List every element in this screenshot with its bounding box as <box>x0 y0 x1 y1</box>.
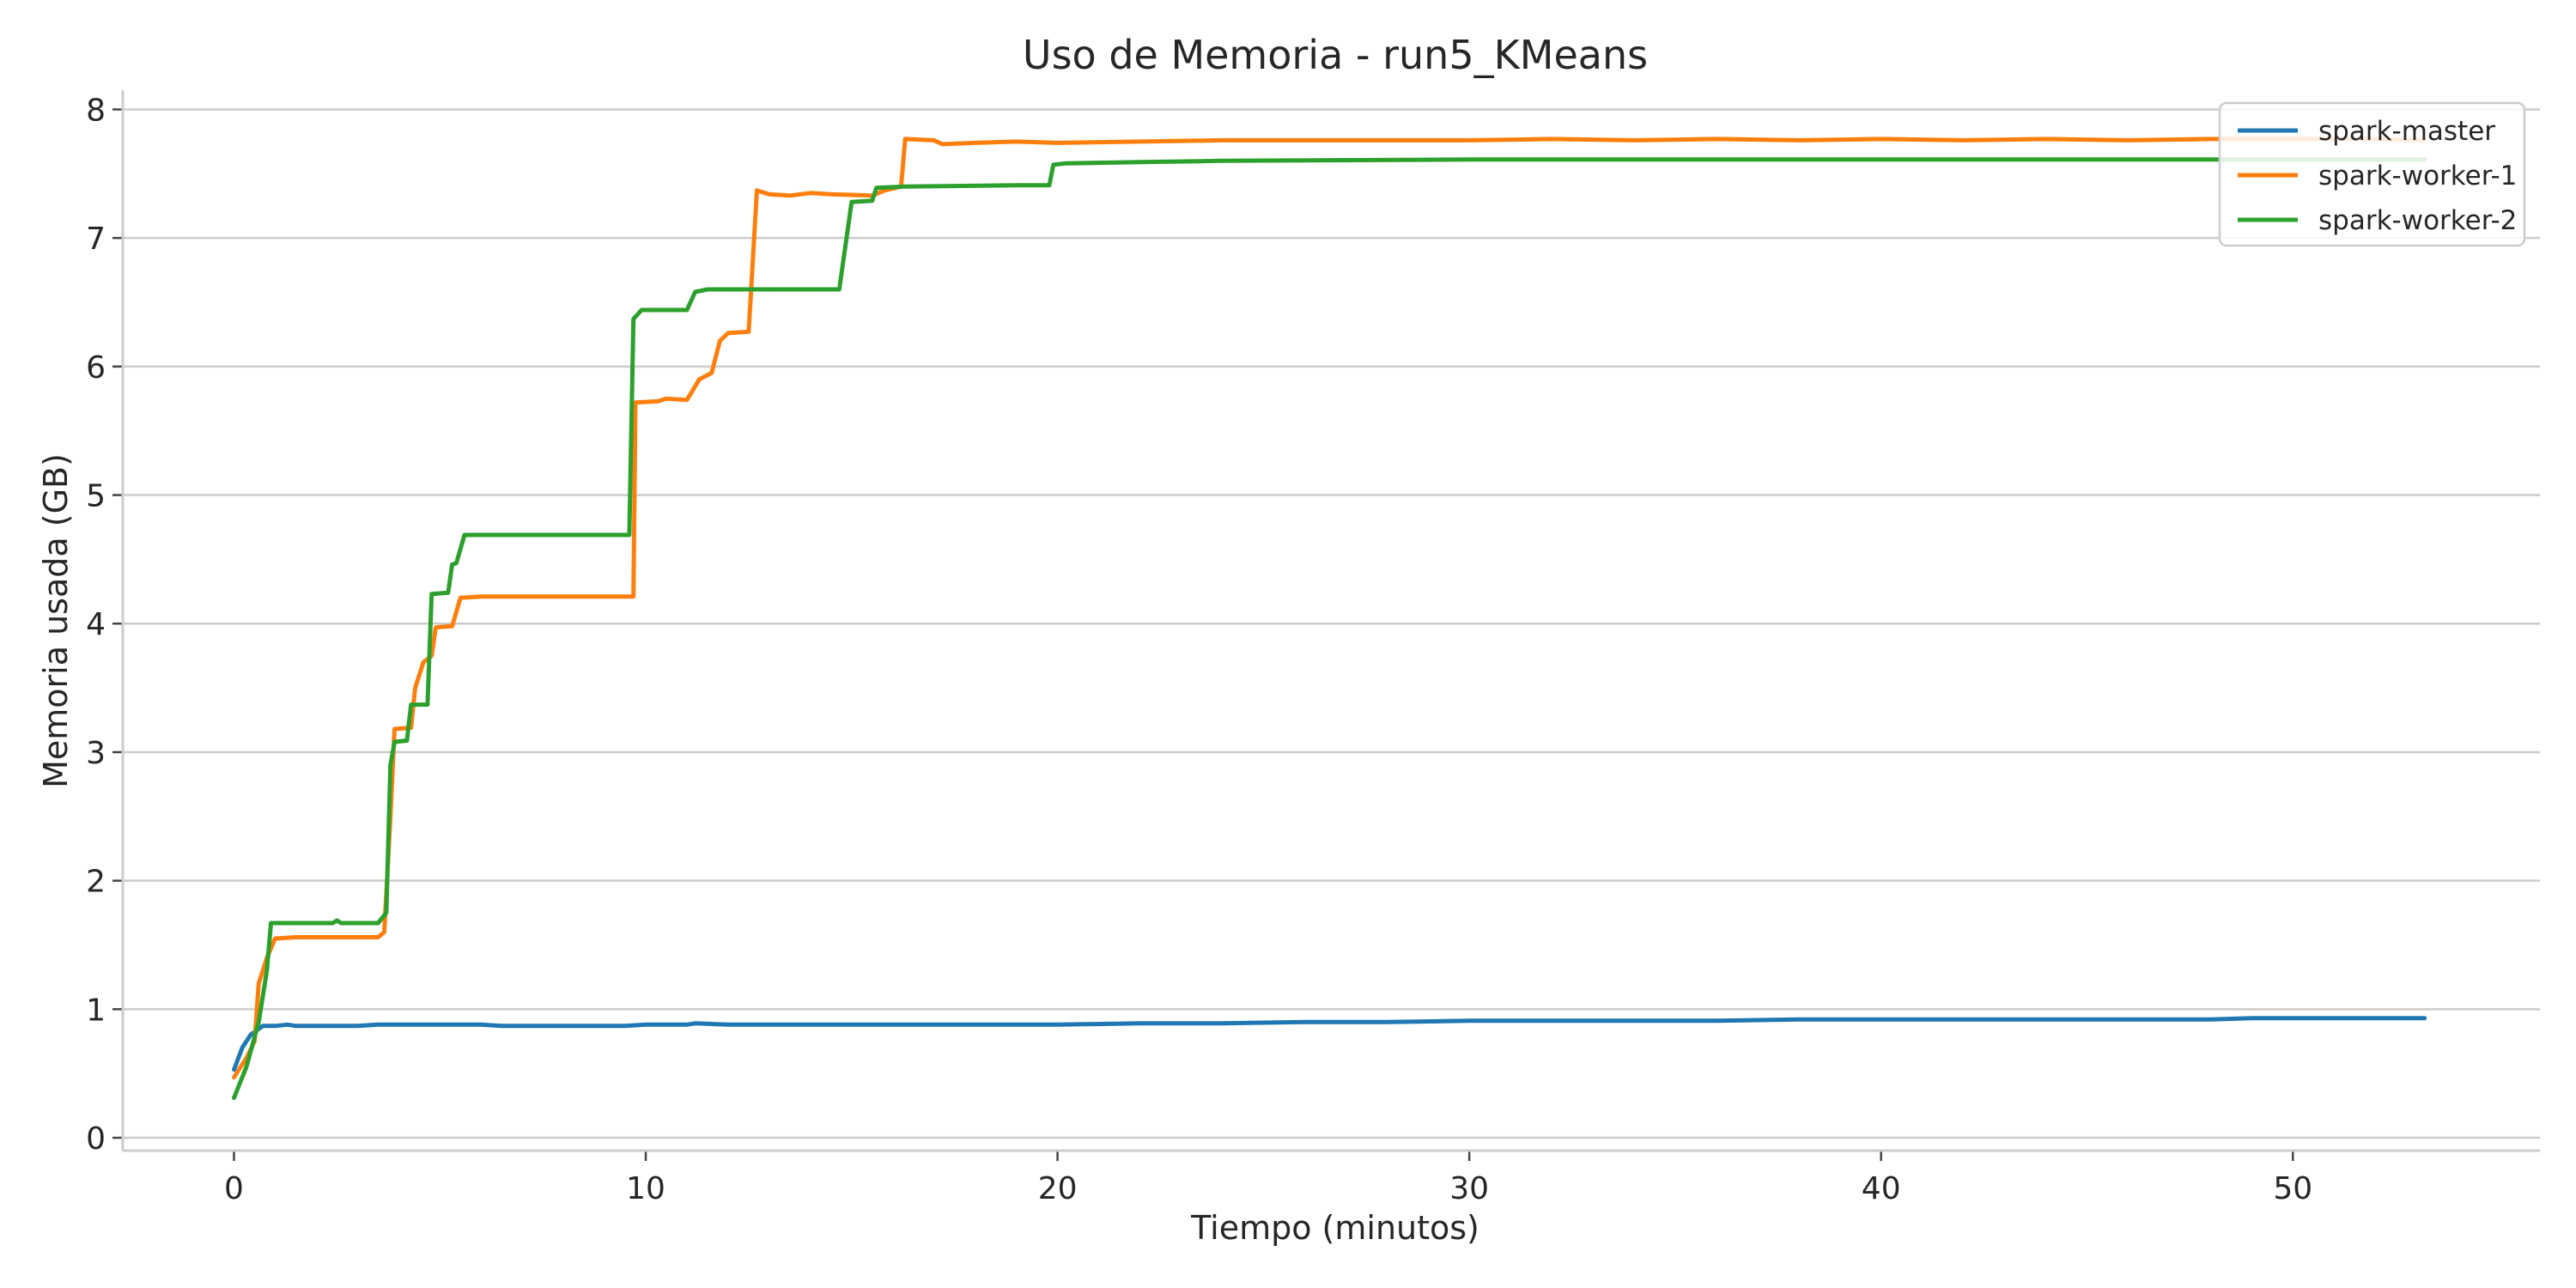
y-tick-label: 1 <box>86 993 106 1028</box>
y-tick-label: 5 <box>86 479 106 514</box>
y-tick-label: 6 <box>86 350 106 386</box>
x-tick-label: 40 <box>1862 1171 1901 1206</box>
x-tick-label: 0 <box>224 1171 244 1206</box>
x-axis-label: Tiempo (minutos) <box>1190 1209 1479 1247</box>
series-line-spark-worker-2 <box>232 157 2427 1101</box>
y-tick-label: 8 <box>86 93 106 128</box>
axes: 0 1 2 3 4 5 6 7 8 0 10 20 30 40 50 <box>86 90 2540 1206</box>
y-tick-label: 3 <box>86 736 106 771</box>
legend-box <box>2218 101 2526 247</box>
y-tick-label: 2 <box>86 865 106 900</box>
y-tick-label: 4 <box>86 607 106 642</box>
legend: spark-master spark-worker-1 spark-worker-2 <box>2218 101 2526 247</box>
x-tick-label: 20 <box>1038 1171 1078 1206</box>
x-tick-label: 10 <box>626 1171 665 1206</box>
series-line-spark-master <box>232 1016 2427 1072</box>
x-tick-label: 30 <box>1449 1171 1489 1206</box>
legend-label-spark-worker-2: spark-worker-2 <box>2318 205 2517 236</box>
legend-label-spark-worker-1: spark-worker-1 <box>2318 161 2517 191</box>
y-axis-label: Memoria usada (GB) <box>37 453 75 788</box>
series-lines <box>232 137 2427 1101</box>
x-tick-label: 50 <box>2273 1171 2312 1206</box>
grid-lines <box>123 108 2540 1139</box>
y-tick-label: 0 <box>86 1121 106 1157</box>
series-line-spark-worker-1 <box>232 137 2427 1080</box>
legend-label-spark-master: spark-master <box>2318 116 2495 147</box>
y-tick-label: 7 <box>86 222 106 257</box>
chart-title: Uso de Memoria - run5_KMeans <box>1023 32 1648 78</box>
